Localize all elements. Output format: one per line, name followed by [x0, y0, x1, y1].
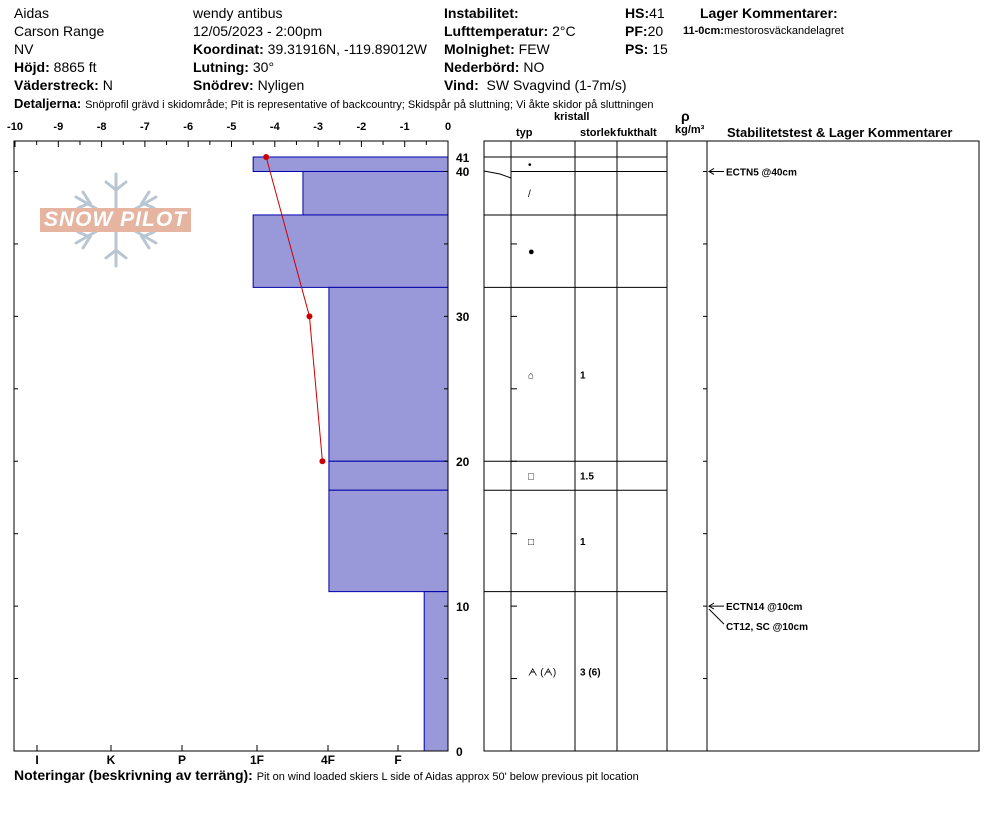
- depth-label: 0: [456, 745, 463, 759]
- stability-test-label: CT12, SC @10cm: [726, 622, 808, 633]
- layer-comment: 11-0cm:mestorosväckandelagret: [683, 25, 844, 37]
- temp-tick-label: 0: [445, 121, 451, 133]
- temp-tick-label: -7: [140, 121, 150, 133]
- hardness-bar: [328, 460, 449, 491]
- temp-tick-label: -4: [270, 121, 281, 133]
- temp-tick-label: -1: [400, 121, 410, 133]
- hardness-tick-label: 4F: [321, 753, 335, 767]
- pf: PF:20: [625, 23, 664, 39]
- temp-tick-label: -9: [53, 121, 63, 133]
- precipitation: Nederbörd: NO: [444, 59, 545, 75]
- crystal-type-symbol: ⌂: [528, 370, 534, 381]
- hardness-tick-label: F: [394, 753, 401, 767]
- temp-tick-label: -2: [357, 121, 367, 133]
- crystal-size: 1: [580, 537, 586, 548]
- temp-tick-label: -10: [7, 121, 23, 133]
- snowflake-icon: [74, 172, 158, 268]
- hardness-bar: [252, 214, 449, 288]
- hardness-tick-label: 1F: [250, 753, 264, 767]
- depth-label: 30: [456, 310, 470, 324]
- crystal-type-symbol: ᗅ (ᗅ): [528, 667, 556, 678]
- temp-tick-label: -3: [313, 121, 323, 133]
- temp-point: [306, 313, 313, 320]
- col-moisture: fukthalt: [617, 127, 657, 139]
- col-density-unit: kg/m³: [675, 124, 705, 136]
- col-type: typ: [516, 127, 533, 139]
- layer-connector: [483, 170, 512, 179]
- aspect: Väderstreck: N: [14, 77, 113, 93]
- location-name: Aidas: [14, 5, 50, 21]
- logo-text: SNOW PILOT: [40, 208, 191, 232]
- crystal-type-symbol: □: [528, 472, 534, 483]
- datetime: 12/05/2023 - 2:00pm: [193, 23, 323, 39]
- col-crystal: kristall: [554, 111, 590, 123]
- col-stability: Stabilitetstest & Lager Kommentarer: [727, 125, 953, 140]
- wind: Vind: SW Svagvind (1-7m/s): [444, 77, 627, 93]
- hardness-bar: [252, 156, 449, 172]
- hardness-bar: [328, 286, 449, 462]
- hardness-tick-label: P: [178, 753, 186, 767]
- col-size: storlek: [580, 127, 617, 139]
- stability-test-label: ECTN5 @40cm: [726, 167, 797, 178]
- crystal-size: 3 (6): [580, 667, 601, 678]
- location-range: Carson Range: [14, 23, 105, 39]
- hardness-tick-label: I: [35, 753, 38, 767]
- observer: wendy antibus: [193, 5, 283, 21]
- wind-drift: Snödrev: Nyligen: [193, 77, 305, 93]
- crystal-type-symbol: •: [528, 160, 532, 171]
- hs: HS:41: [625, 5, 665, 21]
- stability-test-label: ECTN14 @10cm: [726, 602, 803, 613]
- hardness-bar: [302, 170, 449, 216]
- depth-label: 20: [456, 455, 470, 469]
- crystal-size: 1.5: [580, 472, 594, 483]
- layer-comments-title: Lager Kommentarer:: [700, 5, 838, 21]
- location-state: NV: [14, 41, 34, 57]
- stability-arrowhead: [708, 602, 715, 610]
- layer-table-frame: [483, 140, 980, 752]
- temp-tick-label: -5: [227, 121, 237, 133]
- hardness-tick-label: K: [107, 753, 116, 767]
- crystal-size: 1: [580, 370, 586, 381]
- air-temperature: Lufttemperatur: 2°C: [444, 23, 576, 39]
- elevation: Höjd: 8865 ft: [14, 59, 97, 75]
- crystal-type-symbol: ●: [528, 246, 535, 258]
- sky-cover: Molnighet: FEW: [444, 41, 550, 57]
- hardness-bar: [328, 489, 449, 593]
- hardness-bar: [423, 591, 449, 752]
- temp-point: [263, 154, 270, 160]
- stability-arrow: [708, 608, 725, 625]
- col-rho: ρ: [681, 108, 690, 124]
- snowpilot-logo: SNOW PILOT: [38, 170, 194, 270]
- instability: Instabilitet:: [444, 5, 519, 21]
- coordinates: Koordinat: 39.31916N, -119.89012W: [193, 41, 427, 57]
- depth-label: 40: [456, 165, 470, 179]
- crystal-type-symbol: /: [528, 189, 531, 200]
- slope: Lutning: 30°: [193, 59, 275, 75]
- details: Detaljerna: Snöprofil grävd i skidområde…: [14, 96, 654, 111]
- depth-label: 10: [456, 600, 470, 614]
- crystal-type-symbol: □: [528, 537, 534, 548]
- temp-tick-label: -6: [183, 121, 193, 133]
- temp-tick-label: -8: [97, 121, 107, 133]
- stability-arrowhead: [708, 168, 715, 175]
- ps: PS: 15: [625, 41, 668, 57]
- temp-point: [319, 458, 326, 465]
- depth-label: 41: [456, 151, 470, 165]
- notes: Noteringar (beskrivning av terräng): Pit…: [14, 767, 639, 783]
